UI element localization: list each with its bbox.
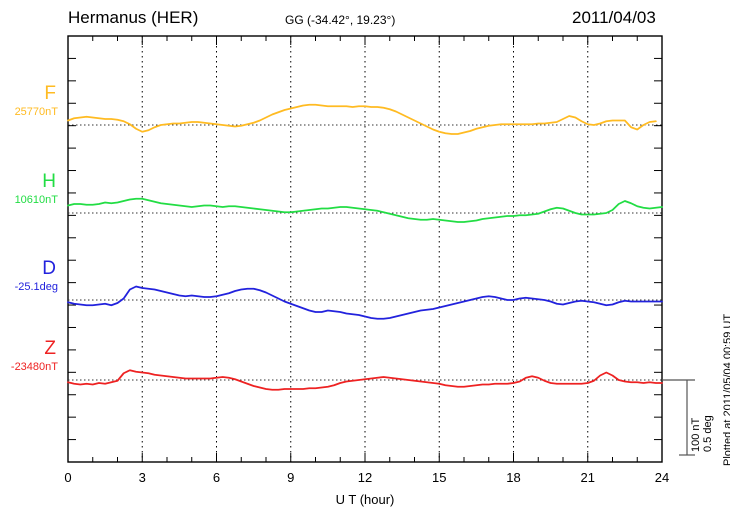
component-baseline-h: 10610nT	[14, 194, 58, 206]
grid-lines	[141, 36, 589, 462]
axis-ticks	[67, 35, 663, 463]
component-baseline-d: -25.1deg	[14, 281, 58, 293]
xtick-label: 15	[432, 470, 447, 485]
component-letter-f: F	[44, 83, 56, 104]
xtick-label: 24	[654, 470, 670, 485]
observation-date: 2011/04/03	[572, 8, 656, 27]
xaxis-title: U T (hour)	[335, 492, 395, 507]
xtick-label: 3	[138, 470, 146, 485]
xtick-label: 18	[506, 470, 521, 485]
scale-bar-nt-label: 100 nT	[690, 417, 702, 452]
xtick-label: 21	[580, 470, 595, 485]
scale-bar	[662, 379, 695, 456]
component-letter-z: Z	[44, 338, 56, 359]
station-title: Hermanus (HER)	[68, 8, 199, 27]
xtick-label: 0	[64, 470, 72, 485]
trace-z	[67, 369, 663, 391]
plotted-at-timestamp: Plotted at 2011/05/04 00:59 UT	[722, 313, 730, 466]
xtick-label: 12	[357, 470, 373, 485]
plot-frame	[67, 35, 663, 463]
trace-h	[67, 197, 663, 223]
component-letter-h: H	[42, 171, 56, 192]
trace-d	[67, 285, 663, 320]
xtick-label: 9	[287, 470, 295, 485]
data-traces	[67, 103, 663, 391]
geographic-coordinates: GG (-34.42°, 19.23°)	[285, 13, 396, 27]
scale-bar-deg-label: 0.5 deg	[702, 415, 714, 452]
trace-f	[67, 103, 657, 135]
component-baseline-z: -23480nT	[10, 361, 58, 373]
component-letter-d: D	[42, 258, 56, 279]
component-baseline-f: 25770nT	[14, 106, 58, 118]
xtick-label: 6	[212, 470, 221, 485]
